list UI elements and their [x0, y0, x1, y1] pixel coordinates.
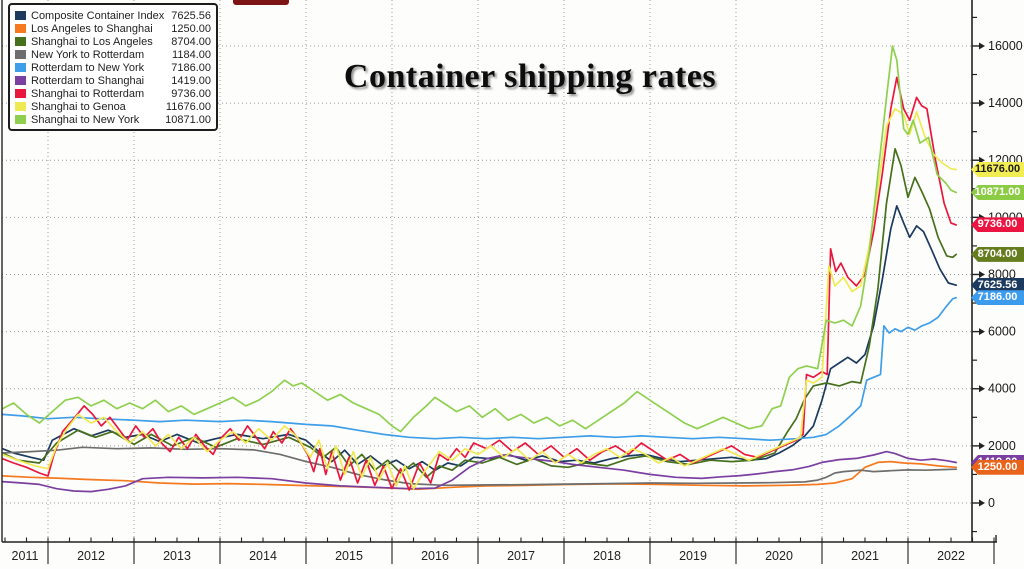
legend-item: Composite Container Index 7625.56 [15, 9, 211, 22]
y-axis-label: 0 [988, 496, 995, 510]
legend-series-value: 7625.56 [171, 9, 211, 22]
y-tick-arrow-icon [979, 156, 985, 164]
legend-swatch-icon [15, 63, 26, 72]
series-line-composite-container-index [1, 205, 958, 472]
grid [2, 0, 972, 542]
series-lines [1, 45, 958, 493]
legend-series-value: 10871.00 [165, 113, 211, 126]
y-axis-label: 6000 [988, 325, 1016, 339]
x-axis-year-label: 2018 [593, 549, 621, 563]
legend-swatch-icon [15, 24, 26, 33]
chart-title: Container shipping rates [343, 58, 717, 95]
y-tick-arrow-icon [979, 99, 985, 107]
x-axis-year-label: 2019 [679, 549, 707, 563]
legend-swatch-icon [15, 89, 26, 98]
legend-series-value: 1419.00 [171, 74, 211, 87]
value-tag: 10871.00 [971, 185, 1024, 200]
y-axis-label: 16000 [988, 39, 1023, 53]
legend-item: New York to Rotterdam 1184.00 [15, 48, 211, 61]
x-axis-year-label: 2015 [335, 549, 363, 563]
y-axis-label: 14000 [988, 96, 1023, 110]
y-tick-arrow-icon [979, 499, 985, 507]
legend-series-name: Shanghai to Genoa [31, 100, 126, 113]
legend-series-name: Los Angeles to Shanghai [31, 22, 153, 35]
legend-series-name: Rotterdam to Shanghai [31, 74, 145, 87]
legend-box: Composite Container Index 7625.56 Los Ange… [8, 3, 218, 131]
legend-series-value: 7186.00 [171, 61, 211, 74]
legend-series-value: 1184.00 [172, 48, 211, 61]
legend-swatch-icon [15, 102, 26, 111]
y-axis-label: 2000 [988, 439, 1016, 453]
x-axis-year-label: 2016 [421, 549, 449, 563]
legend-item: Los Angeles to Shanghai 1250.00 [15, 22, 211, 35]
y-tick-arrow-icon [979, 442, 985, 450]
x-axis-year-label: 2020 [765, 549, 793, 563]
series-line-shanghai-to-rotterdam [1, 76, 958, 491]
value-tag: 1250.00 [971, 459, 1024, 475]
y-tick-arrow-icon [979, 385, 985, 393]
legend-item: Rotterdam to Shanghai 1419.00 [15, 74, 211, 87]
value-tag: 8704.00 [971, 246, 1024, 262]
series-line-shanghai-to-los-angeles [1, 147, 958, 479]
series-line-shanghai-to-new-york [1, 45, 958, 433]
legend-swatch-icon [15, 11, 26, 20]
x-axis-year-label: 2012 [77, 549, 105, 563]
legend-series-value: 1250.00 [171, 22, 211, 35]
legend-item: Shanghai to Los Angeles 8704.00 [15, 35, 211, 48]
top-edge-red-artifact [233, 0, 289, 5]
legend-series-name: Shanghai to New York [31, 113, 140, 126]
value-tag: 7186.00 [971, 290, 1024, 306]
y-tick-arrow-icon [979, 270, 985, 278]
legend-swatch-icon [15, 50, 26, 59]
series-line-rotterdam-to-shanghai [1, 450, 958, 493]
x-axis-year-label: 2014 [249, 549, 277, 563]
value-tag: 9736.00 [971, 217, 1024, 233]
x-axis-year-label: 2021 [851, 549, 879, 563]
y-tick-arrow-icon [979, 42, 985, 50]
legend-swatch-icon [15, 76, 26, 85]
value-tag: 11676.00 [971, 162, 1024, 177]
legend-item: Shanghai to New York 10871.00 [15, 113, 211, 126]
legend-swatch-icon [15, 115, 26, 124]
series-line-rotterdam-to-new-york [1, 296, 958, 442]
legend-series-name: Shanghai to Rotterdam [31, 87, 145, 100]
value-tag: 7625.56 [971, 277, 1024, 293]
x-axis-year-label: 2011 [12, 549, 39, 563]
legend-item: Rotterdam to New York 7186.00 [15, 61, 211, 74]
y-axis-label: 4000 [988, 382, 1016, 396]
legend-series-value: 8704.00 [171, 35, 211, 48]
series-line-shanghai-to-genoa [1, 107, 958, 490]
legend-series-name: New York to Rotterdam [31, 48, 145, 61]
legend-item: Shanghai to Rotterdam 9736.00 [15, 87, 211, 100]
x-axis-year-label: 2017 [507, 549, 535, 563]
legend-series-name: Composite Container Index [31, 9, 165, 22]
legend-series-name: Rotterdam to New York [31, 61, 145, 74]
y-tick-arrow-icon [979, 328, 985, 336]
legend-item: Shanghai to Genoa 11676.00 [15, 100, 211, 113]
legend-swatch-icon [15, 37, 26, 46]
series-line-new-york-to-rotterdam [1, 446, 958, 487]
legend-series-name: Shanghai to Los Angeles [31, 35, 153, 48]
x-axis-year-label: 2022 [937, 549, 965, 563]
legend-series-value: 9736.00 [171, 87, 211, 100]
x-axis-year-label: 2013 [163, 549, 191, 563]
legend-series-value: 11676.00 [165, 100, 211, 113]
